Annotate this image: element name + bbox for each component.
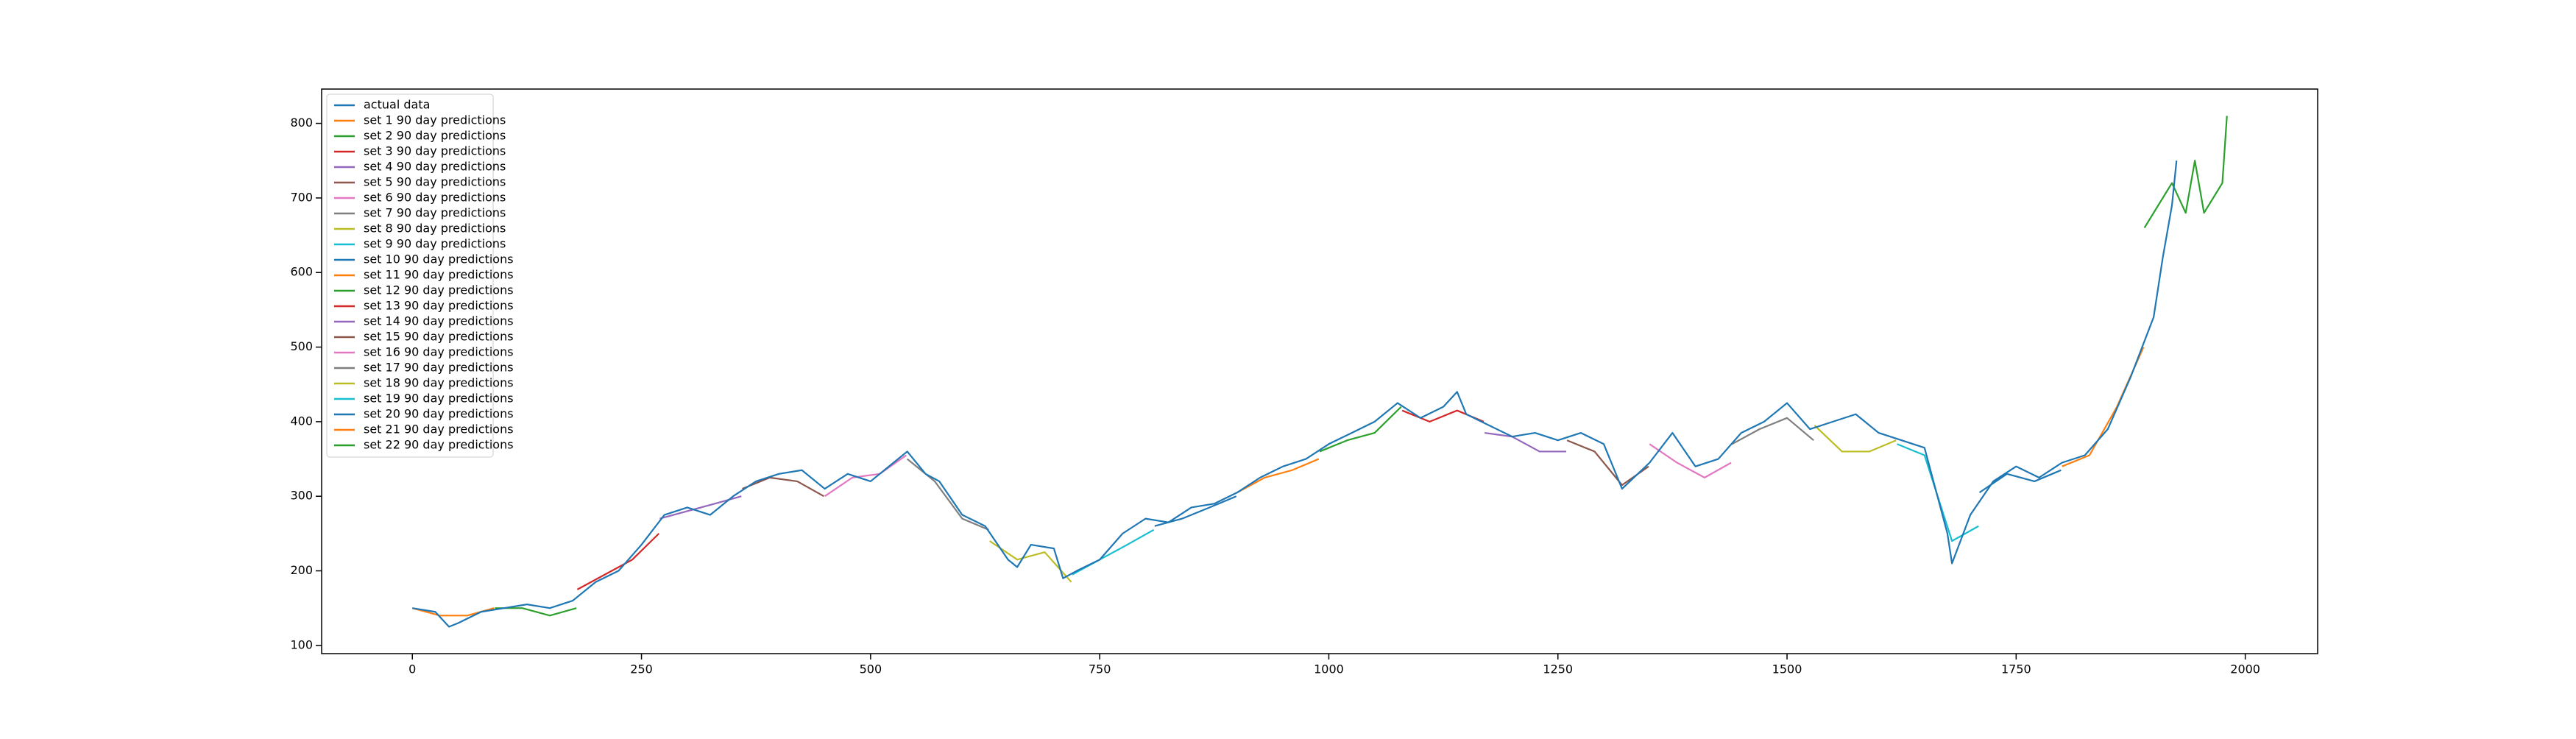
legend-label: set 8 90 day predictions <box>364 222 506 236</box>
series-line <box>2143 116 2228 229</box>
legend-label: set 20 90 day predictions <box>364 407 514 421</box>
legend-label: set 4 90 day predictions <box>364 160 506 174</box>
x-tick-label: 750 <box>1089 662 1111 676</box>
y-tick-label: 700 <box>290 190 313 204</box>
legend-label: set 12 90 day predictions <box>364 283 514 297</box>
series-line <box>1731 417 1814 445</box>
legend-label: set 13 90 day predictions <box>364 299 514 313</box>
legend-label: set 16 90 day predictions <box>364 345 514 359</box>
series-line <box>2062 347 2145 467</box>
y-tick-label: 200 <box>290 563 313 577</box>
x-tick-label: 1000 <box>1314 662 1344 676</box>
legend-label: set 5 90 day predictions <box>364 175 506 189</box>
y-tick-label: 600 <box>290 265 313 279</box>
y-tick-label: 100 <box>290 637 313 651</box>
legend-label: set 19 90 day predictions <box>364 392 514 406</box>
series-line <box>1566 439 1649 487</box>
legend-label: set 7 90 day predictions <box>364 206 506 220</box>
series-line <box>1484 431 1566 453</box>
legend-label: set 6 90 day predictions <box>364 191 506 205</box>
series-line <box>1319 406 1402 453</box>
series-line <box>576 533 660 590</box>
series-line <box>989 540 1072 583</box>
legend-label: actual data <box>364 98 430 112</box>
legend-label: set 21 90 day predictions <box>364 422 514 436</box>
series-line <box>1649 443 1732 478</box>
y-tick-label: 500 <box>290 339 313 353</box>
legend-label: set 3 90 day predictions <box>364 144 506 158</box>
legend-label: set 9 90 day predictions <box>364 237 506 251</box>
series-line <box>495 607 577 617</box>
series-line <box>412 160 2178 628</box>
x-tick-label: 1250 <box>1543 662 1573 676</box>
series-line <box>742 476 824 498</box>
x-tick-label: 2000 <box>2230 662 2260 676</box>
legend-label: set 14 90 day predictions <box>364 314 514 328</box>
x-tick-label: 1750 <box>2001 662 2031 676</box>
legend-box <box>326 93 494 458</box>
plot-frame <box>321 88 2318 654</box>
legend-label: set 10 90 day predictions <box>364 252 514 266</box>
series-line <box>1814 425 1897 453</box>
y-tick-label: 300 <box>290 489 313 503</box>
y-tick-label: 800 <box>290 116 313 130</box>
series-line <box>824 454 907 498</box>
x-tick-label: 250 <box>630 662 653 676</box>
x-tick-label: 0 <box>408 662 416 676</box>
x-tick-label: 500 <box>860 662 882 676</box>
legend-label: set 15 90 day predictions <box>364 330 514 344</box>
legend-label: set 1 90 day predictions <box>364 113 506 127</box>
series-line <box>1236 458 1320 494</box>
legend-label: set 18 90 day predictions <box>364 376 514 390</box>
y-tick-label: 400 <box>290 414 313 428</box>
legend-label: set 11 90 day predictions <box>364 268 514 282</box>
series-line <box>906 458 989 531</box>
legend-label: set 2 90 day predictions <box>364 129 506 143</box>
legend-label: set 17 90 day predictions <box>364 361 514 375</box>
legend-label: set 22 90 day predictions <box>364 438 514 452</box>
series-line <box>1978 469 2062 494</box>
x-tick-label: 1500 <box>1772 662 1802 676</box>
